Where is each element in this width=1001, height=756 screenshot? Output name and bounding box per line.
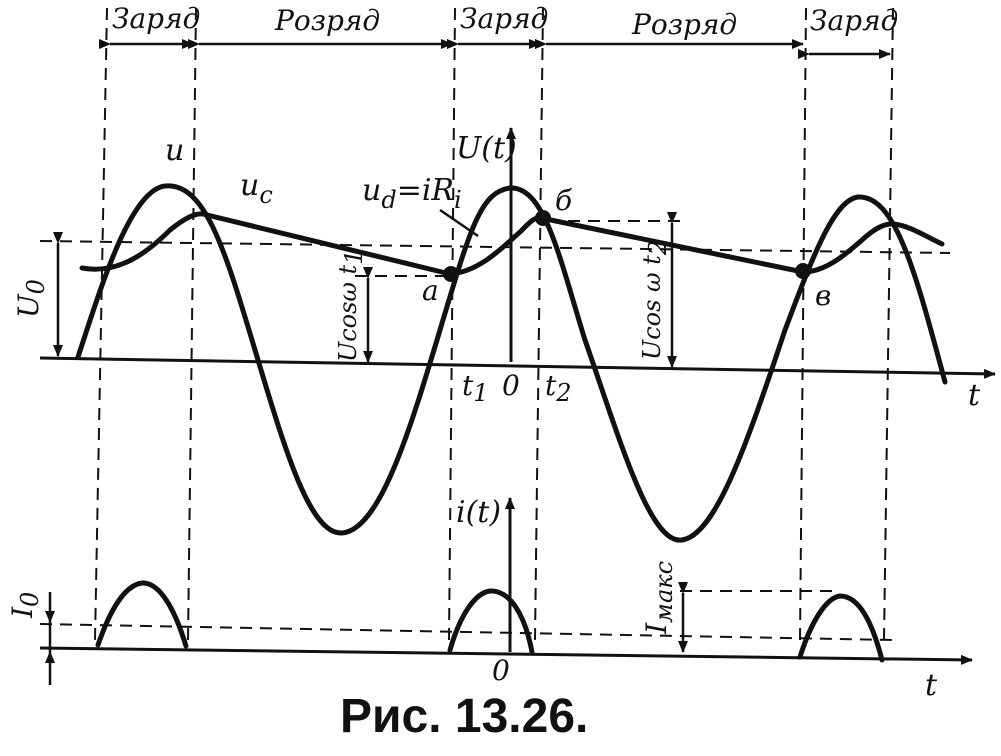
label-point-a: a	[422, 274, 439, 307]
label-imax: Iмакс	[640, 561, 678, 635]
label-ud: ud=iRi	[362, 173, 462, 214]
current-pulse	[797, 593, 885, 663]
separator-line	[883, 7, 894, 641]
phase-label: Розряд	[274, 4, 380, 37]
label-u0: U0	[12, 279, 50, 318]
ud-leader-line	[439, 208, 479, 238]
label-ucos-t1: Ucosω t1	[334, 249, 368, 362]
label-u: u	[165, 133, 184, 168]
time-axis-lower	[39, 646, 973, 665]
capacitor-voltage-curve	[79, 211, 945, 277]
phase-separators	[94, 7, 894, 641]
label-t1: t1	[462, 369, 489, 407]
label-uc: uc	[240, 168, 273, 209]
phase-label: Заряд	[112, 2, 200, 35]
label-t-lower: t	[925, 668, 938, 703]
separator-line	[448, 7, 456, 641]
point-a	[443, 266, 459, 282]
label-i0: I0	[6, 592, 44, 619]
label-zero-lower: 0	[492, 654, 510, 687]
phase-label: Заряд	[810, 4, 898, 37]
phase-label: Заряд	[460, 2, 548, 35]
i0-level-line	[39, 623, 896, 641]
separator-line	[94, 7, 108, 641]
label-t-upper: t	[968, 378, 981, 413]
u0-level-line	[39, 240, 951, 254]
separator-line	[799, 7, 807, 641]
phase-label: Розряд	[631, 8, 737, 41]
label-point-v: в	[815, 279, 831, 312]
label-t2: t2	[545, 369, 572, 407]
point-v	[795, 263, 811, 279]
label-point-b: б	[555, 184, 573, 217]
phase-arrows	[99, 39, 891, 59]
label-u-of-t: U(t)	[456, 131, 517, 166]
current-pulse	[447, 588, 535, 655]
point-b	[535, 210, 551, 226]
label-i-of-t: i(t)	[456, 495, 501, 530]
separator-line	[534, 7, 544, 641]
time-axis-upper	[39, 356, 996, 379]
current-pulse	[95, 580, 189, 649]
label-ucos-t2: Ucos ω t2	[638, 240, 672, 360]
separator-line	[187, 7, 197, 641]
figure-caption: Рис. 13.26.	[340, 690, 588, 743]
label-zero-upper: 0	[502, 369, 520, 402]
